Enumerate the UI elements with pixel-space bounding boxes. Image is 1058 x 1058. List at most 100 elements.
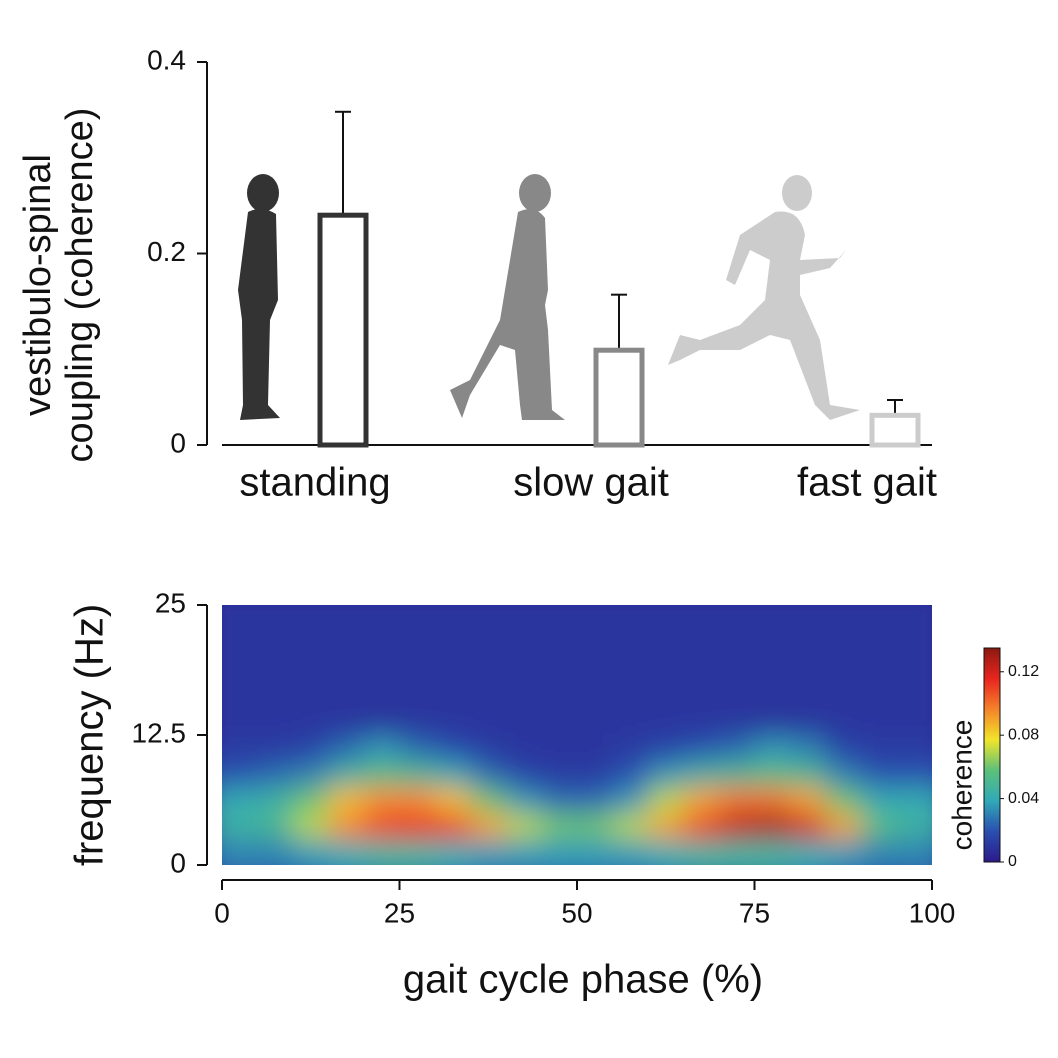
x-tick-label: slow gait [513, 461, 669, 505]
heatmap-cell [754, 787, 791, 814]
heatmap-cell [541, 761, 578, 788]
heatmap-cell [861, 813, 897, 840]
heatmap-cell [506, 839, 542, 865]
heatmap-cell [612, 605, 649, 736]
heatmap-cell [328, 813, 365, 840]
heatmap-cell [612, 787, 649, 814]
heatmap-cell [435, 735, 471, 762]
heatmap-cell [825, 735, 862, 762]
heatmap-cell [577, 787, 613, 814]
colorbar-tick-label: 0 [1008, 853, 1017, 870]
heatmap-cell [825, 761, 862, 788]
colorbar-tick-label: 0.04 [1008, 790, 1039, 807]
heatmap-cell [328, 735, 365, 762]
colorbar-label: coherence [946, 720, 977, 851]
y-tick-label: 0.4 [147, 44, 186, 75]
x-tick-label: 75 [739, 897, 770, 928]
heatmap-cell [896, 839, 932, 865]
heatmap-cell [364, 735, 400, 762]
heatmap-cell [577, 735, 613, 762]
x-tick-label: standing [239, 461, 390, 505]
heatmap-cell [399, 735, 436, 762]
heatmap-cell [364, 605, 400, 736]
heatmap-cell [790, 839, 826, 865]
heatmap-cell [754, 605, 791, 736]
heatmap-cell [222, 839, 258, 865]
heatmap-cell [399, 605, 436, 736]
standing-figure [238, 174, 280, 420]
heatmap-cell [683, 735, 720, 762]
heatmap-cell [896, 605, 932, 736]
heatmap-cell [683, 813, 720, 840]
heatmap-cell [328, 787, 365, 814]
heatmap-cell [257, 761, 294, 788]
heatmap-cell [435, 761, 471, 788]
heatmap-cell [861, 605, 897, 736]
heatmap-cell [648, 787, 684, 814]
heatmap-cell [683, 839, 720, 865]
x-tick-label: 100 [909, 897, 956, 928]
heatmap-cell [399, 813, 436, 840]
heatmap-cell [506, 735, 542, 762]
fast-figure [668, 175, 860, 420]
heatmap-cell [577, 839, 613, 865]
y-tick-label: 0 [170, 847, 186, 878]
heatmap-cell [541, 787, 578, 814]
heatmap-cell [293, 735, 329, 762]
heatmap-cell [719, 761, 755, 788]
heatmap-cell [328, 839, 365, 865]
heatmap-cell [364, 839, 400, 865]
heatmap-cell [861, 735, 897, 762]
heatmap-cell [790, 605, 826, 736]
heatmap-cell [861, 839, 897, 865]
heatmap-cell [541, 605, 578, 736]
heatmap-cell [683, 761, 720, 788]
heatmap-cell [470, 735, 507, 762]
heatmap-cell [470, 787, 507, 814]
heatmap-cell [222, 813, 258, 840]
heatmap-cell [790, 787, 826, 814]
heatmap-cell [435, 839, 471, 865]
heatmap-cell [719, 813, 755, 840]
colorbar-tick-label: 0.12 [1008, 663, 1039, 680]
heatmap-cell [364, 787, 400, 814]
heatmap-cell [612, 735, 649, 762]
heatmap-cell [293, 839, 329, 865]
heatmap-cell [222, 787, 258, 814]
heatmap-cell [222, 605, 258, 736]
y-axis-label: coupling (coherence) [59, 108, 101, 463]
y-axis-label: frequency (Hz) [68, 604, 112, 866]
y-tick-label: 0 [170, 427, 186, 458]
heatmap-cell [541, 813, 578, 840]
heatmap-cell [648, 735, 684, 762]
heatmap-cell [719, 839, 755, 865]
heatmap-cell [435, 605, 471, 736]
heatmap-cell [825, 787, 862, 814]
colorbar-tick-label: 0.08 [1008, 726, 1039, 743]
heatmap-cell [577, 813, 613, 840]
x-tick-label: 0 [214, 897, 230, 928]
heatmap-cell [470, 813, 507, 840]
heatmap-cell [293, 813, 329, 840]
heatmap-cell [257, 813, 294, 840]
slow-figure [450, 174, 565, 420]
heatmap-cell [541, 735, 578, 762]
heatmap-cell [577, 761, 613, 788]
heatmap-cell [790, 735, 826, 762]
x-tick-label: fast gait [797, 461, 937, 505]
heatmap-cell [541, 839, 578, 865]
heatmap-cell [754, 761, 791, 788]
y-axis-label: vestibulo-spinal [17, 154, 59, 416]
bar [869, 412, 921, 448]
heatmap-cell [399, 787, 436, 814]
heatmap-cell [719, 787, 755, 814]
heatmap-cell [328, 605, 365, 736]
bar [317, 212, 369, 448]
y-tick-label: 12.5 [132, 717, 187, 748]
heatmap-cell [470, 605, 507, 736]
heatmap-cell [896, 735, 932, 762]
heatmap-cell [612, 813, 649, 840]
heatmap-cell [754, 813, 791, 840]
heatmap-cell [399, 839, 436, 865]
heatmap-cell [896, 787, 932, 814]
